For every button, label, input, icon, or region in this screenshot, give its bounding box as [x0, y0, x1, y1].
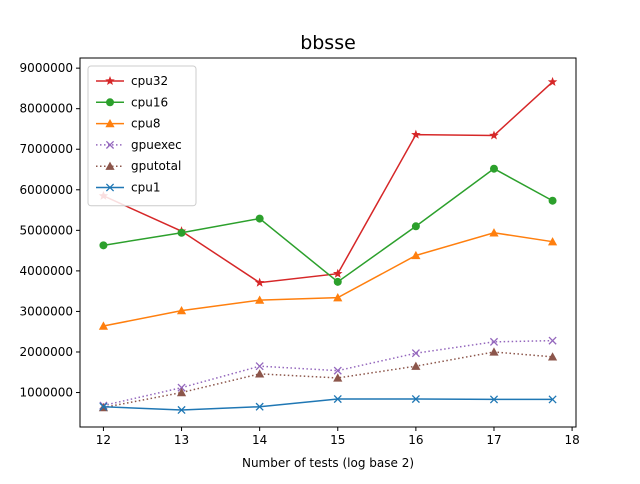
x-tick-label: 12	[96, 433, 111, 447]
data-point-cpu1	[333, 394, 342, 404]
legend-entry-cpu1: cpu1	[96, 181, 160, 195]
chart-title: bbsse	[300, 32, 356, 54]
data-point-gpuexec	[548, 336, 557, 345]
data-point-gpuexec	[333, 366, 342, 375]
data-point-gpuexec	[255, 362, 264, 371]
y-axis-ticks: 1000000 2000000 3000000 4000000 5000000 60000…	[20, 61, 80, 400]
data-point-gpuexec	[177, 383, 186, 392]
data-point-cpu8	[176, 306, 187, 315]
data-point-cpu1	[548, 395, 557, 404]
data-point-cpu16	[99, 241, 108, 250]
data-point-cpu1	[255, 402, 264, 411]
data-point-gputotal	[547, 352, 558, 361]
data-point-gputotal	[411, 361, 421, 370]
data-point-cpu16	[489, 164, 498, 173]
data-point-cpu8	[489, 228, 499, 237]
data-point-cpu8	[255, 295, 265, 304]
legend-label-cpu1: cpu1	[131, 181, 160, 195]
y-tick-label: 4000000	[20, 264, 73, 278]
legend-label-cpu32: cpu32	[131, 74, 168, 88]
data-point-gputotal	[176, 387, 187, 397]
legend-marker-cpu32	[105, 76, 115, 86]
series-gpuexec	[99, 336, 557, 410]
data-point-gputotal	[255, 369, 265, 378]
y-tick-label: 7000000	[20, 142, 73, 156]
x-tick-label: 17	[486, 433, 501, 447]
x-axis-label: Number of tests (log base 2)	[242, 456, 414, 470]
x-tick-label: 14	[252, 433, 267, 447]
series-cpu16	[99, 164, 557, 286]
legend-entry-gputotal: gputotal	[96, 159, 181, 173]
x-axis-ticks: 12 13 14 15 16 17 18	[96, 427, 580, 447]
legend-entry-cpu16: cpu16	[96, 95, 168, 109]
y-tick-label: 2000000	[20, 345, 73, 359]
legend-marker-gpuexec	[105, 140, 115, 149]
data-point-gpuexec	[411, 349, 420, 358]
legend-marker-cpu16	[106, 98, 114, 107]
data-point-gputotal	[333, 373, 343, 382]
data-point-cpu16	[255, 214, 264, 223]
data-point-cpu8	[411, 250, 421, 260]
data-point-cpu16	[548, 196, 557, 205]
legend-label-gputotal: gputotal	[131, 159, 181, 173]
y-tick-label: 5000000	[20, 223, 73, 237]
data-point-gputotal	[489, 347, 499, 356]
y-tick-label: 6000000	[20, 183, 73, 197]
x-tick-label: 16	[408, 433, 423, 447]
legend-label-gpuexec: gpuexec	[131, 138, 182, 152]
x-tick-label: 15	[330, 433, 345, 447]
legend-entry-cpu32: cpu32	[96, 74, 168, 88]
data-point-cpu32	[254, 277, 265, 287]
legend-entry-gpuexec: gpuexec	[96, 138, 182, 152]
legend-label-cpu8: cpu8	[131, 117, 160, 131]
data-point-cpu8	[98, 321, 109, 330]
y-tick-label: 3000000	[20, 304, 73, 318]
series-cpu8	[98, 228, 558, 330]
legend-frame	[87, 65, 197, 207]
data-point-cpu1	[99, 402, 108, 411]
data-point-cpu1	[489, 395, 499, 404]
x-tick-label: 13	[174, 433, 189, 447]
legend-marker-cpu8	[105, 119, 115, 128]
data-point-cpu32	[547, 76, 558, 86]
x-tick-label: 18	[564, 433, 579, 447]
legend-label-cpu16: cpu16	[131, 95, 168, 109]
y-tick-label: 8000000	[20, 102, 73, 116]
series-layer	[98, 76, 558, 415]
y-tick-label: 9000000	[20, 61, 73, 75]
legend-marker-cpu1	[105, 183, 115, 192]
data-point-cpu1	[177, 405, 186, 415]
legend: cpu32 cpu16 cpu8 gpuexec gputotal cpu1	[87, 65, 197, 207]
legend-marker-gputotal	[105, 161, 115, 170]
series-cpu1	[99, 394, 557, 415]
data-point-gpuexec	[489, 337, 499, 346]
data-point-cpu8	[333, 293, 343, 302]
plot-frame	[79, 57, 577, 428]
data-point-cpu32	[333, 268, 343, 278]
legend-entry-cpu8: cpu8	[96, 117, 160, 131]
data-point-cpu16	[333, 277, 342, 286]
data-point-cpu1	[411, 394, 420, 404]
y-tick-label: 1000000	[20, 386, 73, 400]
data-point-cpu32	[489, 130, 499, 140]
data-point-cpu16	[177, 228, 186, 237]
data-point-cpu8	[547, 237, 558, 246]
data-point-cpu32	[411, 129, 421, 139]
data-point-cpu16	[411, 222, 420, 231]
